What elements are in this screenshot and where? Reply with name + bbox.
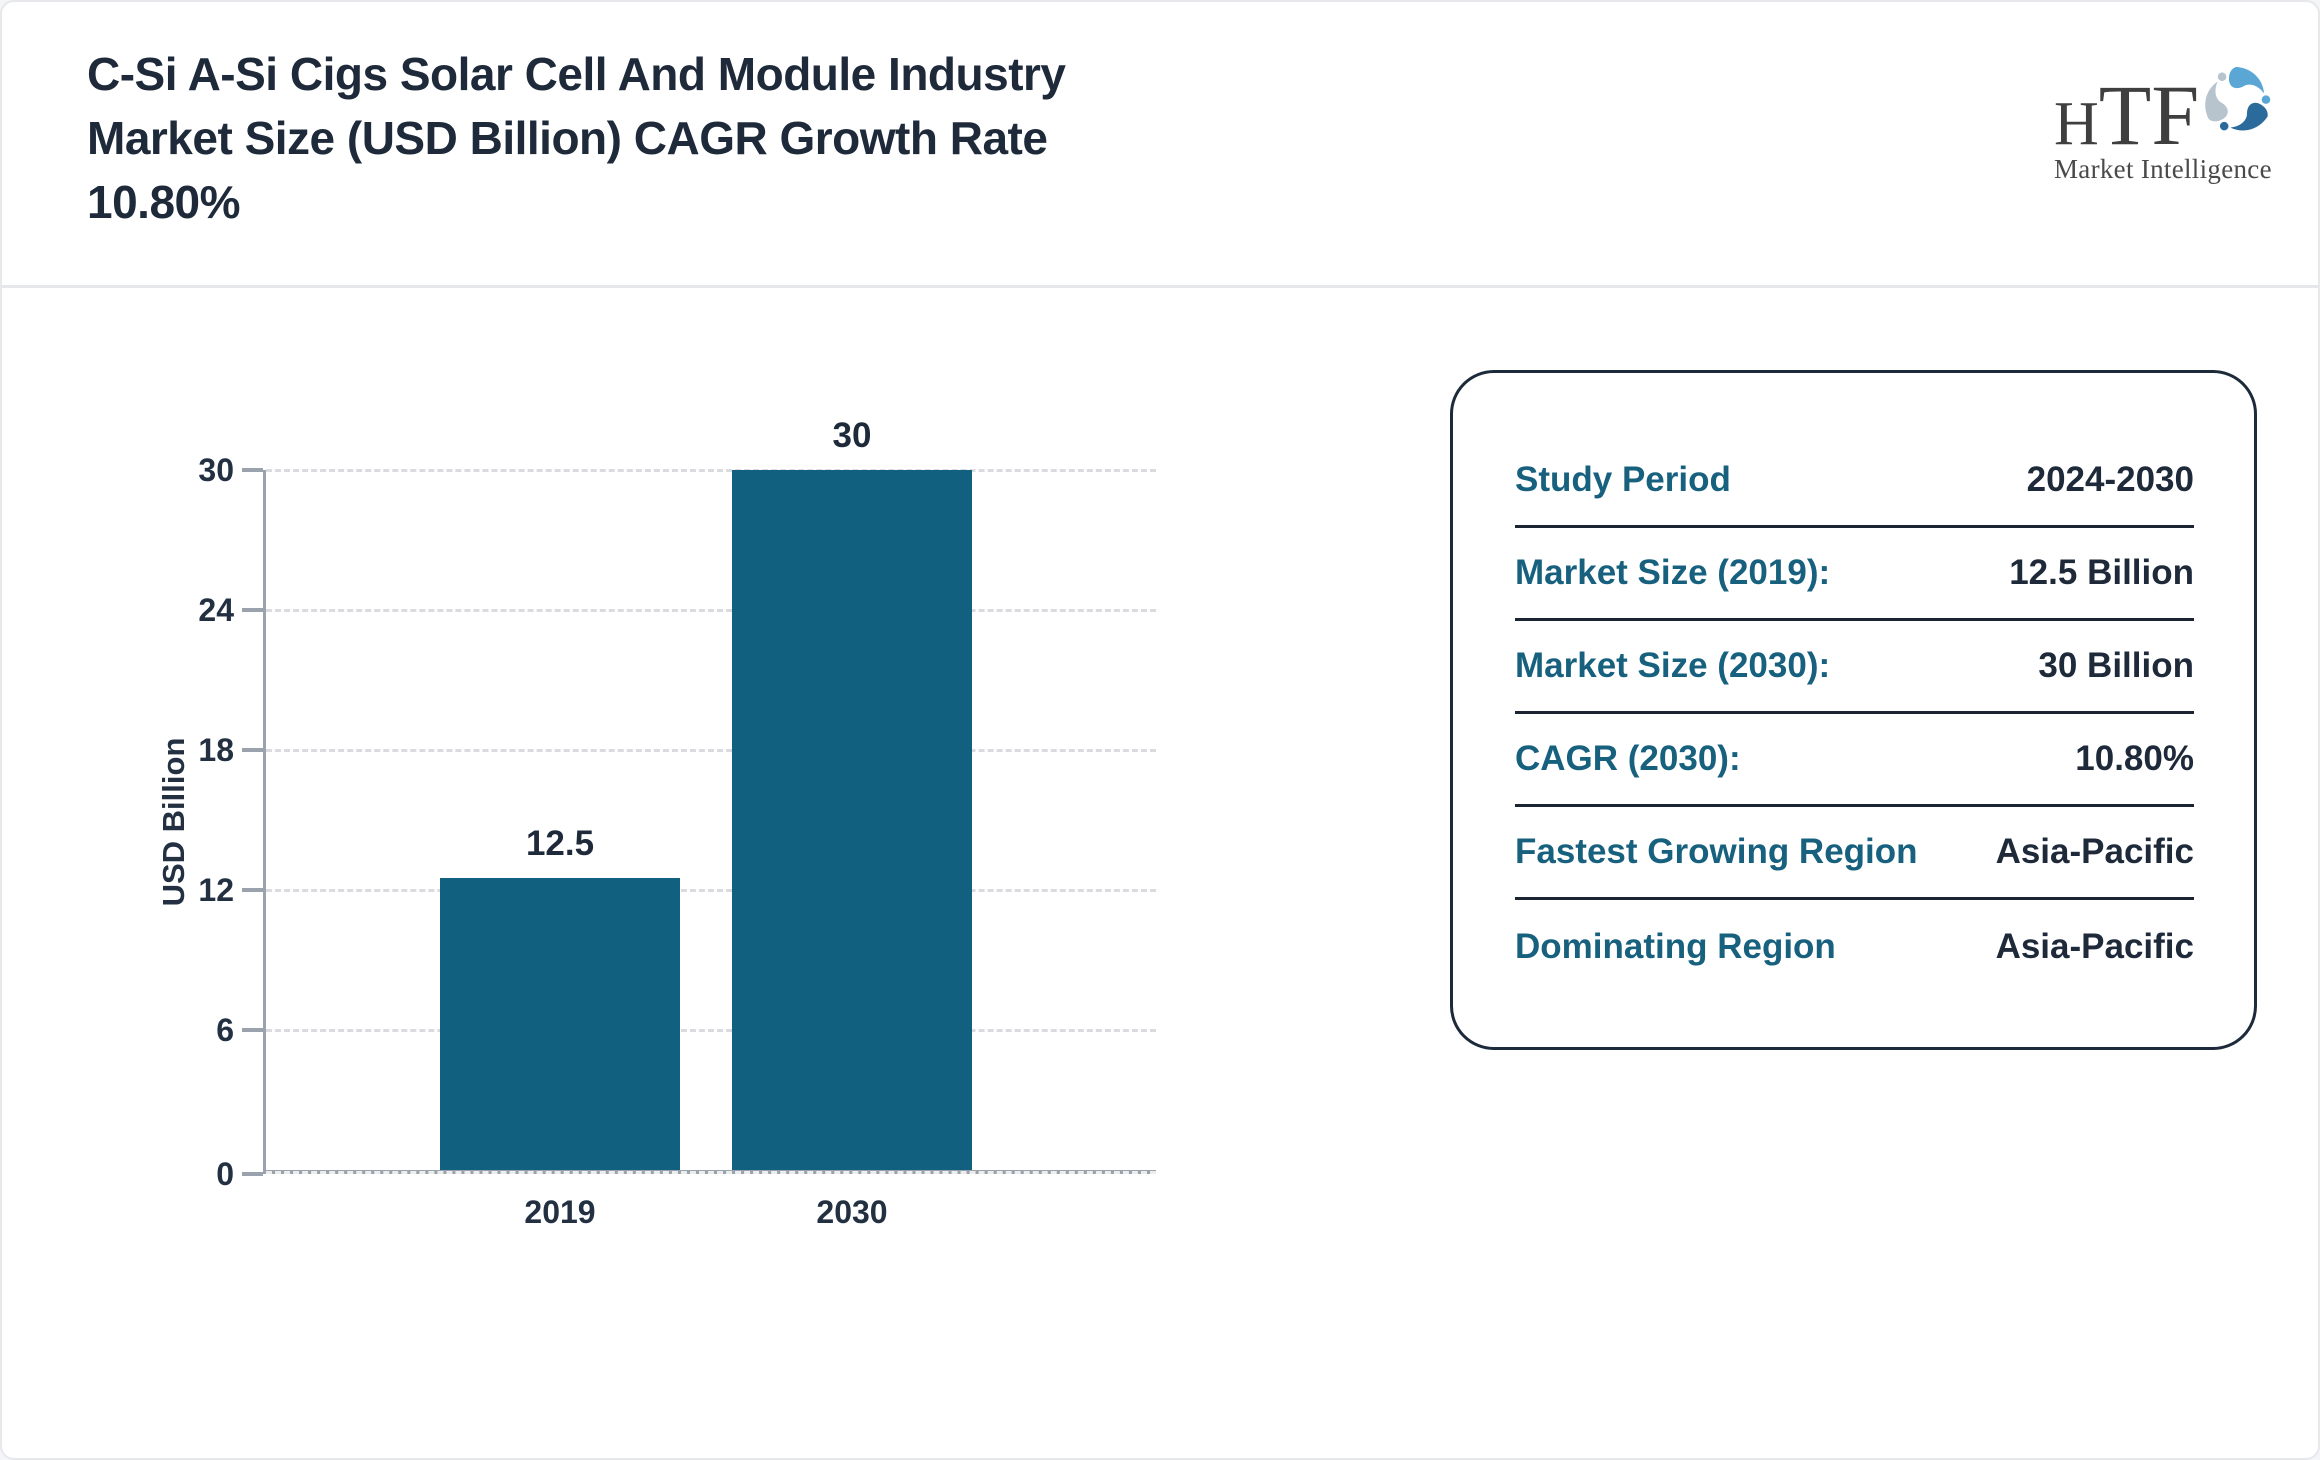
page-title-line-1: C-Si A-Si Cigs Solar Cell And Module Ind… <box>87 48 1066 100</box>
htf-logo: HTF Market Inte <box>2054 46 2274 185</box>
htf-logo-row: HTF <box>2054 46 2274 158</box>
panel-row-fastest-growing-region: Fastest Growing Region Asia-Pacific <box>1515 807 2194 900</box>
x-tick-label-2019: 2019 <box>524 1194 596 1230</box>
panel-row-label: CAGR (2030): <box>1515 739 1741 778</box>
swirl-figures-icon <box>2205 66 2271 131</box>
key-facts-panel: Study Period 2024-2030 Market Size (2019… <box>1450 370 2257 1050</box>
gridline-18 <box>266 748 1156 752</box>
y-tick-label-24: 24 <box>198 592 234 628</box>
panel-row-label: Dominating Region <box>1515 926 1836 966</box>
page-title-line-2: Market Size (USD Billion) CAGR Growth Ra… <box>87 112 1048 164</box>
y-tick-label-18: 18 <box>198 732 234 768</box>
panel-row-label: Market Size (2019): <box>1515 553 1831 592</box>
y-axis-tick-18 <box>242 748 263 752</box>
panel-row-value: 12.5 Billion <box>2009 553 2194 592</box>
panel-row-label: Study Period <box>1515 460 1731 499</box>
gridline-30 <box>266 468 1156 472</box>
panel-row-value: 30 Billion <box>2038 646 2194 685</box>
gridline-6 <box>266 1028 1156 1032</box>
y-axis-tick-6 <box>242 1028 263 1032</box>
y-tick-label-12: 12 <box>198 872 234 908</box>
panel-row-dominating-region: Dominating Region Asia-Pacific <box>1515 900 2194 993</box>
htf-logo-text: HTF <box>2054 72 2199 158</box>
panel-row-label: Market Size (2030): <box>1515 646 1831 685</box>
y-tick-label-6: 6 <box>216 1012 234 1048</box>
y-axis-tick-24 <box>242 608 263 612</box>
panel-row-study-period: Study Period 2024-2030 <box>1515 435 2194 528</box>
bar-chart-plot-area: 0 6 12 18 24 30 12.5 2019 30 2030 <box>198 416 1156 1230</box>
y-axis-tick-0 <box>242 1172 263 1176</box>
htf-logo-letter-h: H <box>2054 89 2099 158</box>
header-divider <box>2 285 2318 288</box>
gridline-24 <box>266 608 1156 612</box>
panel-row-value: Asia-Pacific <box>1995 926 2194 966</box>
panel-row-value: 10.80% <box>2075 739 2194 778</box>
panel-row-market-size-2019: Market Size (2019): 12.5 Billion <box>1515 528 2194 621</box>
panel-row-cagr: CAGR (2030): 10.80% <box>1515 714 2194 807</box>
y-tick-label-30: 30 <box>198 452 234 488</box>
page-title: C-Si A-Si Cigs Solar Cell And Module Ind… <box>87 42 1387 234</box>
panel-row-market-size-2030: Market Size (2030): 30 Billion <box>1515 621 2194 714</box>
bar-value-label-2030: 30 <box>832 416 872 455</box>
y-axis-tick-12 <box>242 888 263 892</box>
panel-row-label: Fastest Growing Region <box>1515 832 1918 871</box>
gridline-0 <box>266 1171 1156 1174</box>
bar-value-label-2019: 12.5 <box>525 824 595 864</box>
bar-2019 <box>440 878 680 1170</box>
y-axis-tick-30 <box>242 468 263 472</box>
htf-logo-subtitle: Market Intelligence <box>2054 154 2272 184</box>
bar-2030 <box>732 470 972 1170</box>
x-tick-label-2030: 2030 <box>816 1194 888 1230</box>
page-title-line-3: 10.80% <box>87 176 241 228</box>
y-tick-label-0: 0 <box>216 1156 234 1192</box>
panel-row-value: 2024-2030 <box>2026 460 2194 499</box>
gridline-12 <box>266 888 1156 892</box>
htf-logo-letters-tf: TF <box>2098 66 2200 163</box>
panel-row-value: Asia-Pacific <box>1995 832 2194 871</box>
